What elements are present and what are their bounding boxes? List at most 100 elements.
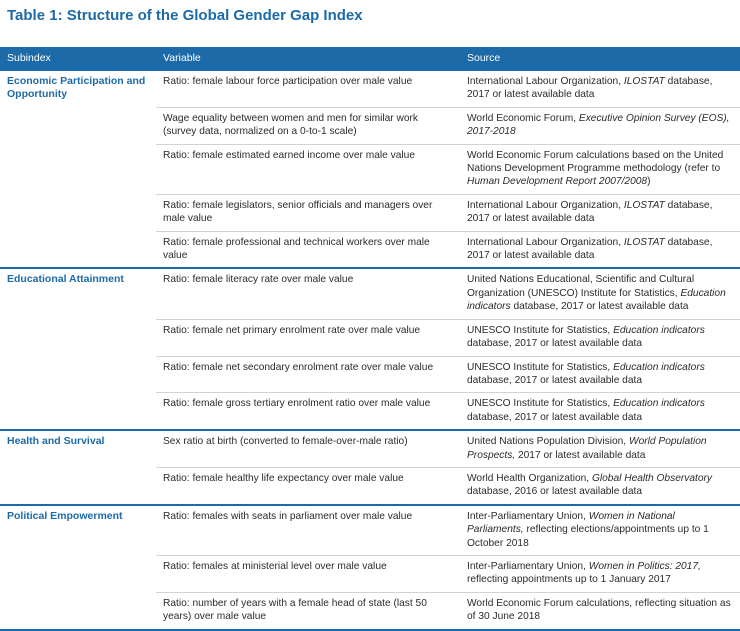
subindex-cell [0,555,156,592]
table-row: Ratio: female net primary enrolment rate… [0,318,740,356]
source-text: World Economic Forum calculations based … [467,149,724,175]
source-title-text: Human Development Report 2007/2008 [467,176,648,188]
variable-cell: Ratio: females at ministerial level over… [156,554,460,593]
source-cell: UNESCO Institute for Statistics, Educati… [460,355,740,393]
source-cell: Inter-Parliamentary Union, Women in Poli… [460,554,740,593]
subindex-cell [0,194,156,231]
variable-cell: Ratio: female estimated earned income ov… [156,143,460,195]
source-cell: International Labour Organization, ILOST… [460,193,740,232]
header-source: Source [460,47,740,70]
subindex-cell [0,107,156,144]
subindex-cell: Political Empowerment [0,503,156,556]
table-row: Ratio: female estimated earned income ov… [0,143,740,195]
variable-cell: Ratio: female labour force participation… [156,68,460,108]
source-text: reflecting appointments up to 1 January … [467,574,671,586]
source-title-text: ILOSTAT [623,76,665,87]
table-row: Ratio: number of years with a female hea… [0,591,740,631]
source-text: UNESCO Institute for Statistics, [467,361,614,373]
variable-cell: Wage equality between women and men for … [156,106,460,145]
table-row: Economic Participation and Opportunity Ra… [0,68,740,108]
variable-cell: Ratio: female gross tertiary enrolment r… [156,392,460,431]
source-text: reflecting elections/appointments up to … [467,524,709,549]
source-text: database, 2017 or latest available data [510,301,689,313]
source-title-text: Education indicators [467,287,726,313]
source-cell: World Economic Forum, Executive Opinion … [460,106,740,145]
source-cell: World Health Organization, Global Health… [460,466,740,505]
table-row: Ratio: female professional and technical… [0,230,740,269]
source-text: database, 2017 or latest available data [467,236,713,262]
header-variable: Variable [156,47,460,70]
source-cell: United Nations Population Division, Worl… [460,429,740,468]
source-cell: Inter-Parliamentary Union, Women in Nati… [460,503,740,556]
source-text: database, 2017 or latest available data [467,411,643,423]
table-row: Ratio: female net secondary enrolment ra… [0,355,740,393]
table-row: Ratio: female gross tertiary enrolment r… [0,392,740,431]
subindex-cell [0,592,156,631]
variable-cell: Ratio: female legislators, senior offici… [156,193,460,232]
source-title-text: Executive Opinion Survey (EOS), 2017-201… [467,112,730,138]
source-text: 2017 or latest available data [515,449,646,461]
table-header-row: Subindex Variable Source [0,47,740,70]
variable-cell: Ratio: female professional and technical… [156,230,460,269]
header-subindex: Subindex [0,47,156,70]
source-cell: International Labour Organization, ILOST… [460,68,740,108]
source-cell: World Economic Forum calculations, refle… [460,591,740,631]
source-text: International Labour Organization, [467,199,624,211]
source-cell: World Economic Forum calculations based … [460,143,740,195]
source-text: Inter-Parliamentary Union, [467,510,589,522]
source-title-text: Women in Politics: 2017, [588,560,701,572]
subindex-cell [0,356,156,393]
source-text: World Health Organization, [467,472,592,484]
variable-cell: Ratio: female literacy rate over male va… [156,267,460,320]
table-title: Table 1: Structure of the Global Gender … [7,7,363,24]
variable-cell: Ratio: females with seats in parliament … [156,503,460,556]
source-title-text: ILOSTAT [623,236,665,248]
source-cell: United Nations Educational, Scientific a… [460,267,740,320]
source-text: database, 2017 or latest available data [467,338,643,350]
subindex-cell [0,319,156,356]
source-text: database, 2017 or latest available data [467,374,643,386]
source-text: database, 2016 or latest available data [467,486,643,498]
variable-cell: Ratio: female net secondary enrolment ra… [156,355,460,393]
source-text: International Labour Organization, [467,76,624,87]
table-row: Health and Survival Sex ratio at birth (c… [0,429,740,468]
source-title-text: Global Health Observatory [591,472,712,484]
subindex-cell [0,231,156,268]
source-cell: International Labour Organization, ILOST… [460,230,740,269]
table-row: Ratio: female healthy life expectancy ov… [0,466,740,505]
source-text: UNESCO Institute for Statistics, [467,398,614,410]
variable-cell: Sex ratio at birth (converted to female-… [156,429,460,468]
subindex-cell: Economic Participation and Opportunity [0,68,156,108]
source-text: World Economic Forum calculations, refle… [467,597,731,623]
table-row: Ratio: female legislators, senior offici… [0,193,740,232]
table-row: Educational Attainment Ratio: female lite… [0,267,740,320]
table-row: Ratio: females at ministerial level over… [0,554,740,593]
source-text: database, 2017 or latest available data [467,199,713,225]
gender-gap-structure-table: Subindex Variable Source Economic Partic… [0,47,740,631]
source-text: database, 2017 or latest available data [467,76,713,101]
source-text: ) [647,176,651,188]
subindex-cell: Educational Attainment [0,267,156,320]
source-text: United Nations Educational, Scientific a… [467,274,695,299]
source-text: United Nations Population Division, [467,436,629,448]
table-row: Political Empowerment Ratio: females with… [0,503,740,556]
source-cell: UNESCO Institute for Statistics, Educati… [460,392,740,431]
source-text: Inter-Parliamentary Union, [467,560,589,572]
variable-cell: Ratio: female healthy life expectancy ov… [156,466,460,505]
source-title-text: Education indicators [613,361,705,373]
source-title-text: World Population Prospects, [467,436,707,461]
source-text: UNESCO Institute for Statistics, [467,324,614,336]
variable-cell: Ratio: number of years with a female hea… [156,591,460,631]
source-title-text: Education indicators [613,398,705,410]
source-text: International Labour Organization, [467,236,624,248]
subindex-cell [0,467,156,504]
subindex-cell [0,393,156,430]
source-title-text: Education indicators [613,324,705,336]
source-text: World Economic Forum, [467,112,579,124]
table-body: Economic Participation and Opportunity Ra… [0,68,740,631]
subindex-cell: Health and Survival [0,429,156,468]
source-title-text: Women in National Parliaments, [467,510,675,536]
source-title-text: ILOSTAT [623,199,665,211]
variable-cell: Ratio: female net primary enrolment rate… [156,318,460,356]
source-cell: UNESCO Institute for Statistics, Educati… [460,318,740,356]
